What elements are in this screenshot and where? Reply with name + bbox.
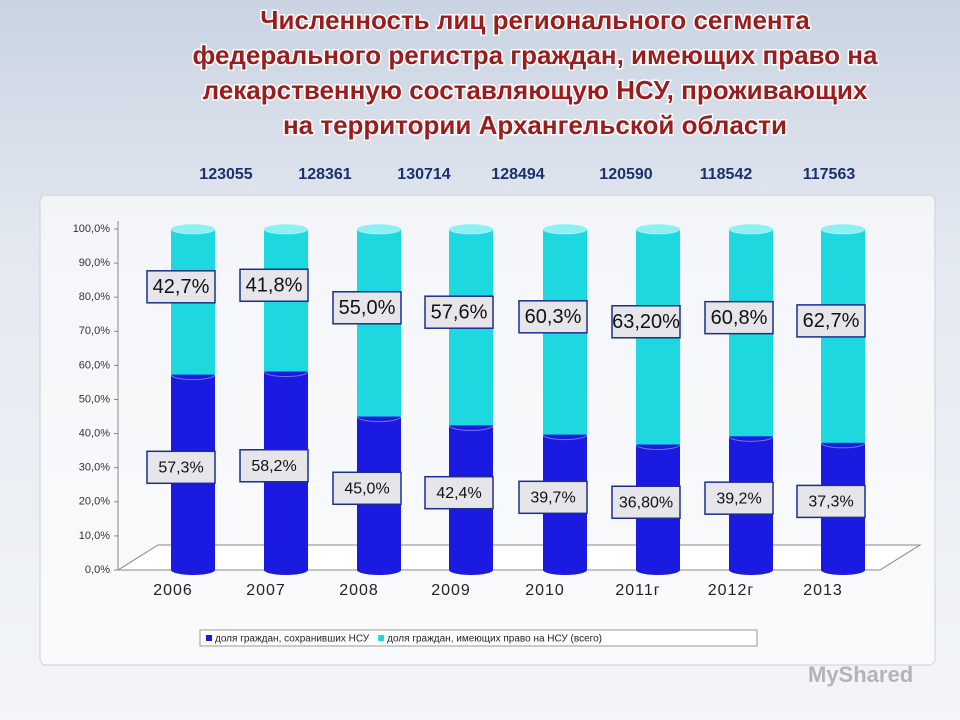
- y-tick-label: 100,0%: [73, 223, 111, 235]
- value-label-box: [704, 481, 774, 515]
- value-label-box: [239, 449, 309, 483]
- total-label: 120590: [599, 166, 652, 183]
- y-tick-label: 80,0%: [79, 291, 110, 303]
- bar-bottom: [357, 565, 401, 575]
- value-label-box: [146, 450, 216, 485]
- value-label: 55,0%: [339, 297, 396, 319]
- bar-bottom: [543, 565, 587, 575]
- value-label: 60,8%: [711, 307, 768, 329]
- x-tick-label: 2011г: [615, 582, 660, 599]
- total-label: 128361: [298, 166, 351, 183]
- y-tick-label: 20,0%: [79, 496, 110, 508]
- total-label: 118542: [700, 166, 753, 183]
- value-label: 60,3%: [525, 306, 582, 328]
- title-line: лекарственную составляющую НСУ, проживаю…: [203, 75, 868, 105]
- value-label: 42,7%: [153, 276, 210, 298]
- legend-swatch: [206, 635, 212, 641]
- value-label-box: [332, 471, 402, 506]
- value-label: 37,3%: [808, 494, 853, 511]
- value-label-box: [239, 268, 309, 303]
- bar-cap: [728, 223, 774, 235]
- value-label: 42,4%: [436, 485, 481, 502]
- total-label: 123055: [199, 166, 252, 183]
- bar-cap: [542, 223, 588, 235]
- y-tick-label: 50,0%: [79, 393, 110, 405]
- legend-box: [199, 629, 758, 647]
- bar-bottom: [636, 565, 680, 575]
- bar-cap: [448, 223, 494, 235]
- value-label: 62,7%: [803, 310, 860, 332]
- x-tick-label: 2008: [339, 582, 379, 599]
- total-label: 130714: [397, 166, 450, 183]
- value-label: 45,0%: [344, 480, 389, 497]
- value-label: 63,20%: [612, 311, 680, 333]
- bar-bottom: [171, 565, 215, 575]
- legend-swatch: [378, 635, 385, 641]
- bar-cap: [820, 223, 866, 235]
- watermark: MyShared: [808, 662, 913, 687]
- value-label-box: [332, 291, 402, 325]
- y-tick-label: 0,0%: [85, 564, 110, 576]
- y-tick-label: 70,0%: [79, 325, 110, 337]
- value-label-box: [611, 305, 681, 339]
- value-label: 57,6%: [431, 301, 488, 323]
- y-tick-label: 40,0%: [79, 428, 110, 440]
- y-tick-label: 10,0%: [79, 530, 110, 542]
- value-label-box: [518, 300, 588, 334]
- y-tick-label: 30,0%: [79, 462, 110, 474]
- value-label: 39,7%: [530, 490, 575, 507]
- total-label: 128494: [491, 166, 544, 183]
- value-label-box: [796, 304, 866, 338]
- title-line: Численность лиц регионального сегмента: [260, 5, 810, 35]
- y-tick-label: 90,0%: [79, 257, 110, 269]
- value-label-box: [611, 485, 681, 520]
- x-tick-label: 2010: [525, 582, 565, 599]
- bar-cap: [356, 223, 402, 235]
- x-tick-label: 2009: [431, 582, 471, 599]
- x-tick-label: 2006: [153, 582, 193, 599]
- bar-cap: [263, 223, 309, 235]
- legend-label: доля граждан, сохранивших НСУ: [215, 634, 370, 645]
- value-label-box: [704, 300, 774, 335]
- title-line: федерального регистра граждан, имеющих п…: [193, 40, 878, 70]
- bar-bottom: [821, 565, 865, 575]
- bar-cap: [635, 223, 681, 235]
- value-label: 57,3%: [158, 460, 203, 477]
- x-tick-label: 2007: [246, 582, 286, 599]
- value-label: 36,80%: [619, 494, 673, 511]
- title-line: на территории Архангельской области: [283, 110, 787, 140]
- bar-bottom: [264, 565, 308, 575]
- value-label-box: [796, 484, 866, 519]
- x-tick-label: 2013: [803, 582, 843, 599]
- value-label-box: [518, 480, 588, 515]
- bar-cap: [170, 223, 216, 235]
- value-label: 58,2%: [251, 458, 296, 475]
- value-label-box: [424, 295, 494, 329]
- x-tick-label: 2012г: [708, 582, 754, 599]
- y-tick-label: 60,0%: [79, 359, 110, 371]
- value-label-box: [146, 270, 216, 304]
- floor: [116, 544, 922, 571]
- total-label: 117563: [803, 166, 856, 183]
- value-label: 41,8%: [246, 275, 303, 297]
- value-label: 39,2%: [716, 490, 761, 507]
- bar-bottom: [729, 565, 773, 575]
- bar-bottom: [449, 565, 493, 575]
- legend-label: доля граждан, имеющих право на НСУ (всег…: [387, 634, 602, 645]
- value-label-box: [424, 475, 494, 510]
